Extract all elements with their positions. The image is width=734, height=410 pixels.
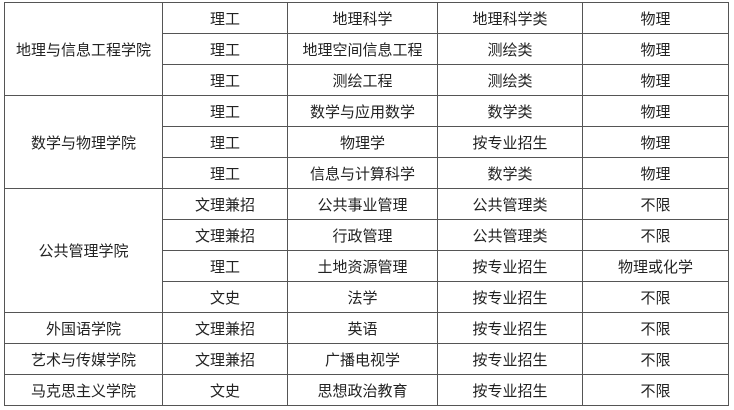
enrollment-type: 测绘类 (437, 64, 583, 96)
enrollment-type: 按专业招生 (437, 281, 583, 313)
table-row: 理工 测绘工程 测绘类 物理 (5, 64, 729, 96)
subject-requirement: 物理或化学 (582, 250, 729, 282)
category: 理工 (162, 33, 288, 65)
subject-requirement: 物理 (582, 33, 729, 65)
table-row: 外国语学院 文理兼招 英语 按专业招生 不限 (4, 312, 729, 344)
category: 理工 (162, 95, 288, 127)
table-row: 理工 地理空间信息工程 测绘类 物理 (5, 33, 729, 65)
major: 行政管理 (287, 219, 438, 251)
enrollment-type: 按专业招生 (437, 126, 583, 158)
subject-requirement: 不限 (582, 281, 729, 313)
college: 马克思主义学院 (4, 374, 163, 406)
enrollment-type: 测绘类 (437, 33, 583, 65)
table-row: 马克思主义学院 文史 思想政治教育 按专业招生 不限 (4, 374, 729, 406)
major: 公共事业管理 (287, 188, 438, 220)
category: 文理兼招 (162, 219, 288, 251)
major: 法学 (287, 281, 438, 313)
major: 思想政治教育 (287, 374, 438, 406)
subject-requirement: 物理 (582, 64, 729, 96)
subject-requirement: 物理 (582, 126, 729, 158)
subject-requirement: 物理 (582, 2, 729, 34)
major: 广播电视学 (287, 343, 438, 375)
subject-requirement: 物理 (582, 157, 729, 189)
subject-requirement: 不限 (582, 374, 729, 406)
major: 信息与计算科学 (287, 157, 438, 189)
college: 外国语学院 (4, 312, 163, 344)
enrollment-type: 按专业招生 (437, 250, 583, 282)
enrollment-type: 按专业招生 (437, 312, 583, 344)
table-body: 地理与信息工程学院 理工 地理科学 地理科学类 物理 理工 地理空间信息工程 测绘类 物理 理工测… (4, 2, 729, 406)
major: 地理空间信息工程 (287, 33, 438, 65)
category: 文史 (162, 281, 288, 313)
table-row: 公共管理学院 文理兼招 公共事业管理 公共管理类 不限 (4, 188, 729, 313)
college: 艺术与传媒学院 (4, 343, 163, 375)
subject-requirement: 不限 (582, 312, 729, 344)
subject-requirement: 不限 (582, 219, 729, 251)
major: 物理学 (287, 126, 438, 158)
category: 理工 (162, 250, 288, 282)
college: 地理与信息工程学院 (4, 2, 163, 96)
major: 地理科学 (287, 2, 438, 34)
category: 文理兼招 (162, 312, 288, 344)
enrollment-type: 数学类 (437, 157, 583, 189)
table-row: 数学与物理学院 理工 数学与应用数学 数学类 物理 (4, 95, 729, 189)
table-row: 艺术与传媒学院 文理兼招 广播电视学 按专业招生 不限 (4, 343, 729, 375)
enrollment-type: 按专业招生 (437, 374, 583, 406)
category: 理工 (162, 2, 288, 34)
enrollment-type: 地理科学类 (437, 2, 583, 34)
college: 公共管理学院 (4, 188, 163, 313)
enrollment-type: 公共管理类 (437, 188, 583, 220)
category: 理工 (162, 157, 288, 189)
category: 理工 (162, 64, 288, 96)
table-row: 理工 物理学 按专业招生 物理 (5, 126, 729, 158)
table-row: 文史 法学 按专业招生 不限 (5, 281, 729, 313)
subject-requirement: 不限 (582, 343, 729, 375)
table-row: 理工 信息与计算科学 数学类 物理 (5, 157, 729, 189)
table-row: 理工 土地资源管理 按专业招生 物理或化学 (5, 250, 729, 282)
category: 文史 (162, 374, 288, 406)
admission-table: 地理与信息工程学院 理工 地理科学 地理科学类 物理 理工 地理空间信息工程 测绘类 物理 理工测… (4, 2, 729, 406)
subject-requirement: 物理 (582, 95, 729, 127)
enrollment-type: 数学类 (437, 95, 583, 127)
table-row: 文理兼招 行政管理 公共管理类 不限 (5, 219, 729, 251)
table-row: 地理与信息工程学院 理工 地理科学 地理科学类 物理 (4, 2, 729, 96)
major: 数学与应用数学 (287, 95, 438, 127)
college: 数学与物理学院 (4, 95, 163, 189)
enrollment-type: 按专业招生 (437, 343, 583, 375)
subject-requirement: 不限 (582, 188, 729, 220)
category: 文理兼招 (162, 343, 288, 375)
major: 英语 (287, 312, 438, 344)
major: 土地资源管理 (287, 250, 438, 282)
category: 理工 (162, 126, 288, 158)
enrollment-type: 公共管理类 (437, 219, 583, 251)
major: 测绘工程 (287, 64, 438, 96)
category: 文理兼招 (162, 188, 288, 220)
